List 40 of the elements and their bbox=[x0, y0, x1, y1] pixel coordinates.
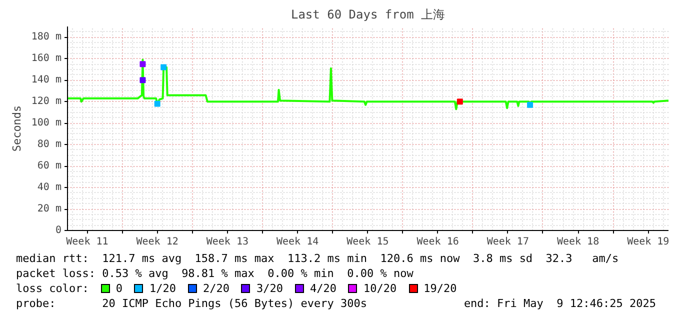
text: end: Fri May 9 12:46:25 2025 bbox=[464, 297, 657, 312]
y-tick-label: 0 bbox=[55, 225, 62, 236]
y-tick-label: 160 m bbox=[31, 53, 62, 64]
legend-label: 4/20 bbox=[310, 282, 336, 295]
y-tick-label: 80 m bbox=[37, 139, 62, 150]
x-tick-label: Week 18 bbox=[556, 236, 600, 248]
x-tick-label: Week 14 bbox=[276, 236, 319, 248]
x-tick-label: Week 19 bbox=[627, 236, 670, 248]
legend-label: 19/20 bbox=[424, 282, 457, 295]
y-axis-title: Seconds bbox=[10, 105, 24, 152]
x-tick-label: Week 11 bbox=[66, 236, 108, 248]
x-tick-label: Week 16 bbox=[416, 236, 459, 248]
y-tick-label: 140 m bbox=[31, 74, 62, 86]
legend-label: 1/20 bbox=[149, 282, 176, 295]
text: probe: 20 ICMP Echo Pings (56 Bytes) every 300s bbox=[16, 297, 367, 310]
legend-title: loss color: bbox=[16, 282, 89, 295]
legend-label: 10/20 bbox=[363, 282, 397, 295]
point bbox=[527, 102, 534, 108]
y-tick-label: 120 m bbox=[31, 96, 62, 108]
legend-label: 0 bbox=[116, 282, 122, 295]
x-tick-label: Week 13 bbox=[206, 236, 249, 248]
x-tick-label: Week 12 bbox=[136, 236, 178, 248]
y-tick-label: 60 m bbox=[37, 160, 62, 172]
point bbox=[160, 64, 167, 70]
x-tick-label: Week 17 bbox=[486, 236, 529, 248]
point bbox=[140, 77, 146, 84]
line-series bbox=[68, 58, 668, 110]
legend-label: 3/20 bbox=[256, 282, 283, 295]
x-tick-label: Week 15 bbox=[346, 236, 389, 248]
y-tick-label: 180 m bbox=[31, 32, 62, 43]
y-tick-label: 100 m bbox=[31, 118, 62, 129]
text: packet loss: 0.53 % avg 98.81 % max 0.00 % min 0.00 % now bbox=[15, 267, 414, 282]
chart-title: Last 60 Days from 上海 bbox=[290, 8, 446, 22]
text: median rtt: 121.7 ms avg 158.7 ms max 113.2 ms min 120.6 ms now 3.8 ms sd 32.3 am/s bbox=[15, 252, 620, 266]
y-tick-label: 40 m bbox=[37, 182, 62, 194]
point bbox=[456, 98, 463, 105]
point bbox=[154, 100, 160, 107]
legend-label: 2/20 bbox=[202, 282, 230, 295]
point bbox=[140, 61, 146, 68]
y-tick-label: 20 m bbox=[37, 204, 62, 215]
